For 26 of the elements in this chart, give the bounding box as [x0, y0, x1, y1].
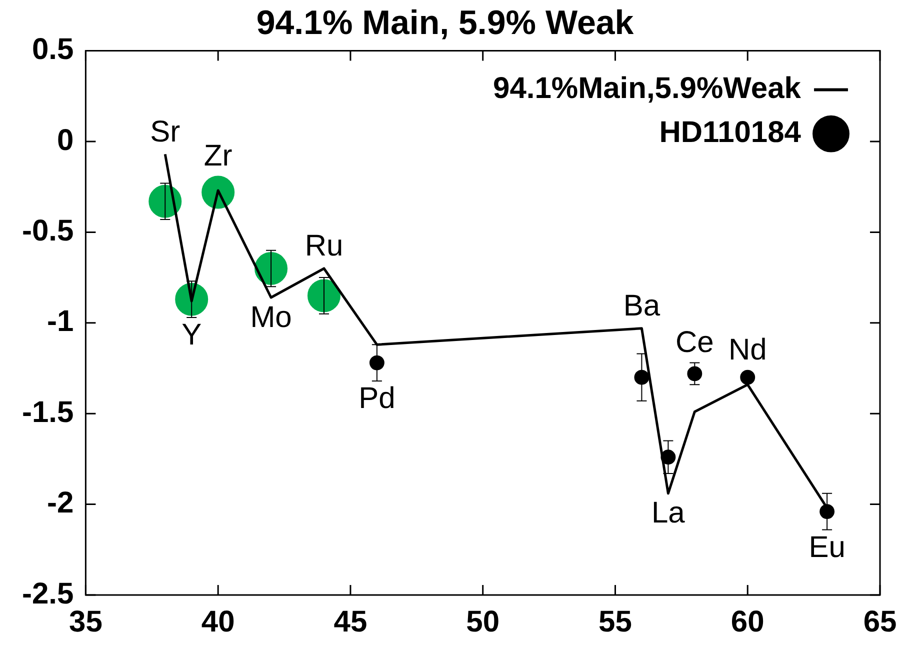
x-tick-label: 50 — [466, 605, 500, 638]
annotation: Ba — [623, 290, 660, 323]
y-tick-label: 0.5 — [32, 33, 74, 66]
legend-label: HD110184 — [659, 116, 802, 150]
x-tick-label: 65 — [863, 605, 897, 638]
x-tick-label: 60 — [730, 605, 764, 638]
x-tick-label: 45 — [334, 605, 368, 638]
y-tick-label: -1.5 — [22, 396, 74, 429]
annotation: Ru — [304, 230, 344, 263]
legend-label: 94.1%Main,5.9%Weak — [493, 72, 802, 106]
annotation: Ce — [675, 326, 714, 360]
y-tick-label: -1 — [47, 305, 74, 338]
annotation: La — [652, 496, 686, 530]
y-tick-label: 0 — [57, 124, 74, 157]
x-tick-label: 55 — [598, 605, 632, 638]
y-tick-label: -2 — [47, 486, 74, 520]
annotation: Nd — [728, 334, 767, 367]
annotation: Sr — [150, 115, 180, 148]
annotation: Y — [182, 318, 202, 352]
annotation: Pd — [358, 382, 396, 416]
x-tick-label: 40 — [201, 605, 235, 638]
chart-title: 94.1% Main, 5.9% Weak — [256, 4, 634, 42]
y-tick-label: -0.5 — [22, 214, 74, 248]
annotation: Mo — [250, 300, 292, 334]
annotation: Zr — [204, 140, 232, 173]
annotation: Eu — [808, 530, 846, 564]
